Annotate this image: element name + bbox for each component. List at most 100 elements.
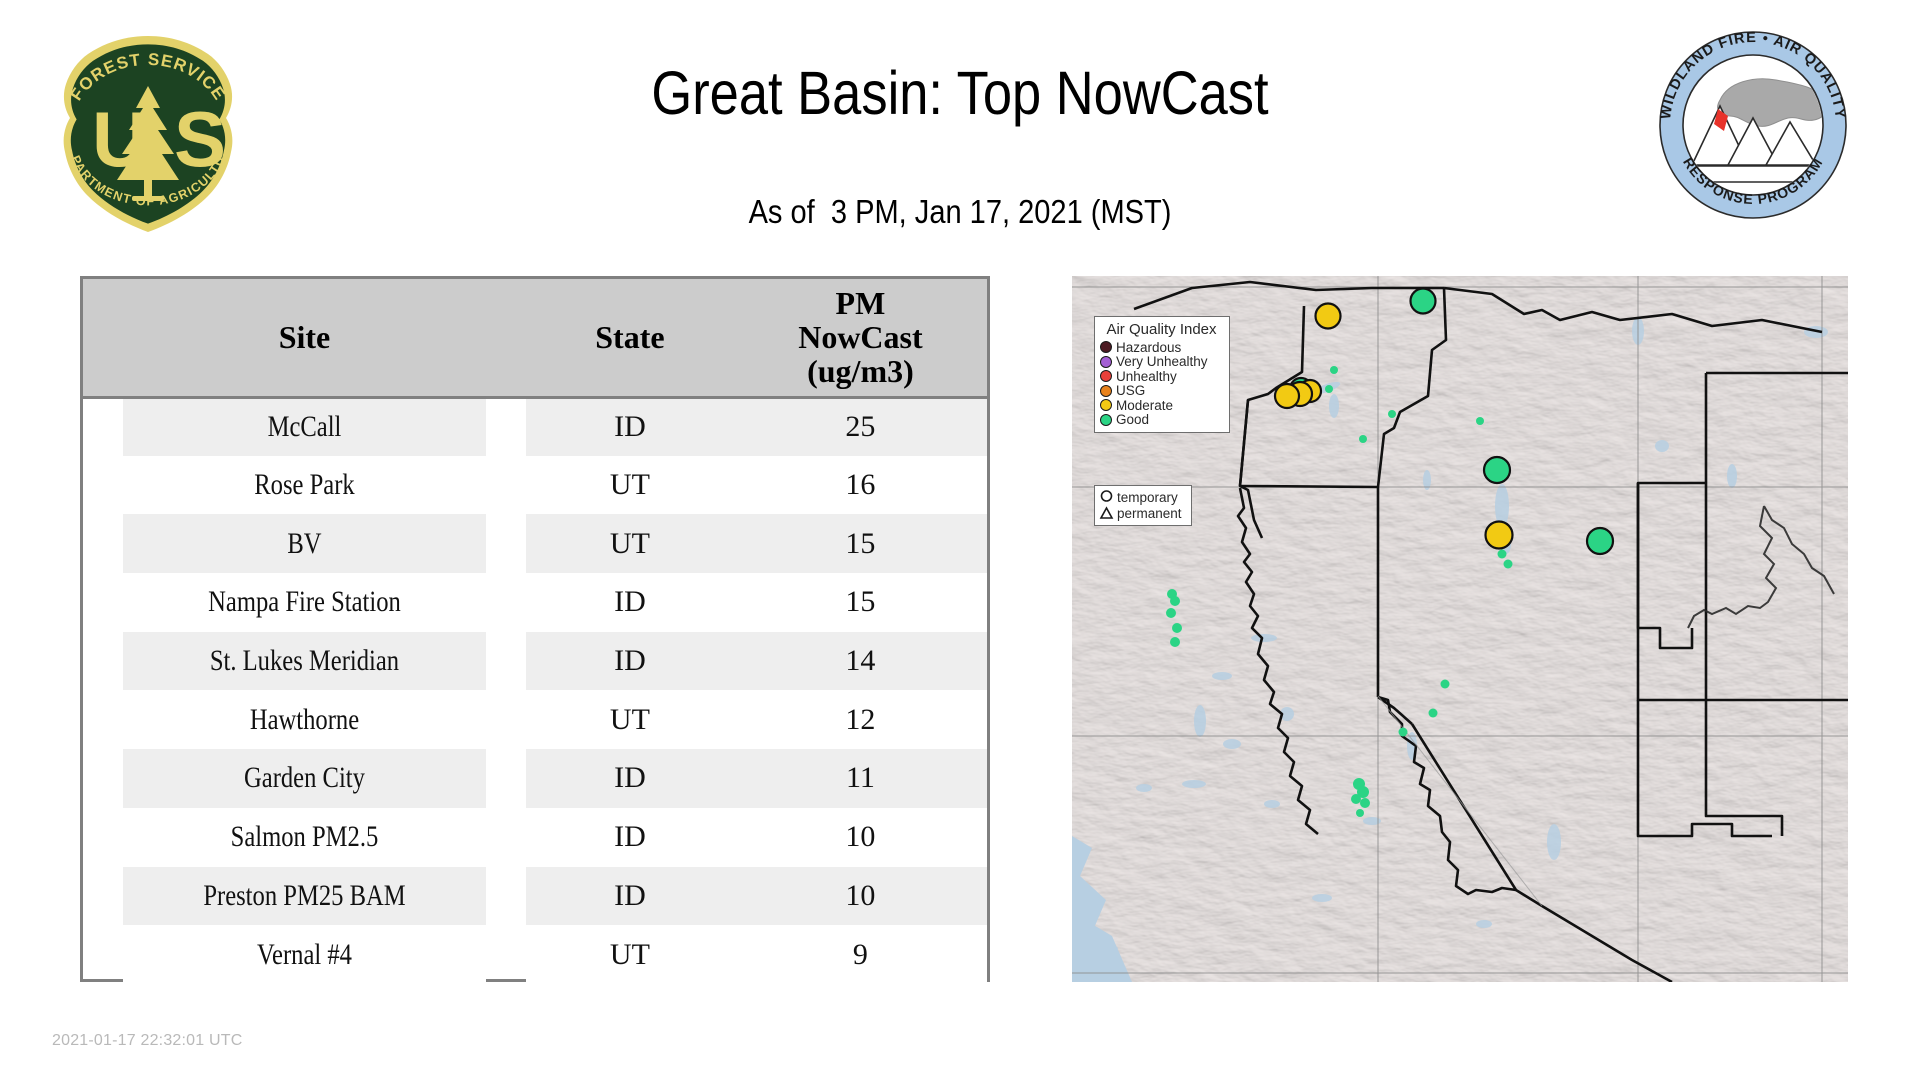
cell-state: UT xyxy=(525,455,734,515)
aqi-legend-row: USG xyxy=(1100,383,1223,399)
monitor-marker[interactable] xyxy=(1359,435,1367,443)
cell-state: ID xyxy=(525,631,734,691)
monitor-marker[interactable] xyxy=(1314,302,1342,330)
cell-site: Vernal #4 xyxy=(122,925,487,984)
aqi-swatch-icon xyxy=(1100,355,1112,368)
monitor-marker[interactable] xyxy=(1360,798,1370,808)
aqi-swatch-icon xyxy=(1100,370,1112,383)
page-title: Great Basin: Top NowCast xyxy=(651,59,1269,127)
monitor-marker[interactable] xyxy=(1166,608,1176,618)
table-row: Hawthorne UT 12 xyxy=(83,690,987,750)
monitor-marker[interactable] xyxy=(1357,786,1369,798)
cell-state: ID xyxy=(525,573,734,632)
cell-state: UT xyxy=(525,925,734,984)
monitor-marker[interactable] xyxy=(1484,520,1514,550)
aqi-legend-label: Good xyxy=(1116,412,1150,428)
monitor-marker[interactable] xyxy=(1497,549,1507,559)
wildland-fire-air-quality-response-program-logo: WILDLAND FIRE • AIR QUALITY RESPONSE PRO… xyxy=(1658,30,1848,220)
monitor-marker[interactable] xyxy=(1172,623,1182,633)
aqi-legend-title: Air Quality Index xyxy=(1106,321,1217,338)
triangle-outline-icon xyxy=(1099,505,1114,521)
aqi-swatch-icon xyxy=(1100,341,1112,354)
aqi-legend: Air Quality Index Hazardous Very Unhealth… xyxy=(1094,316,1230,433)
table-row: Nampa Fire Station ID 15 xyxy=(83,573,987,632)
aqi-legend-row: Unhealthy xyxy=(1100,369,1223,384)
cell-pm: 14 xyxy=(733,631,987,691)
monitor-marker[interactable] xyxy=(1409,287,1437,315)
nowcast-table: Site State PM NowCast (ug/m3) McCall ID 25… xyxy=(80,276,990,984)
usfs-letter-s: S xyxy=(174,95,226,183)
column-header-site-line1: Site xyxy=(278,319,331,356)
cell-pm: 10 xyxy=(733,807,987,867)
monitor-marker[interactable] xyxy=(1170,637,1180,647)
site-type-legend: temporary permanent xyxy=(1094,485,1192,526)
monitor-marker[interactable] xyxy=(1482,455,1512,485)
footer-timestamp: 2021-01-17 22:32:01 UTC xyxy=(52,1032,243,1049)
legend-row-permanent: permanent xyxy=(1099,505,1187,521)
column-header-state-line1: State xyxy=(595,319,665,356)
monitor-markers-layer[interactable] xyxy=(1166,287,1615,818)
aqi-legend-label: USG xyxy=(1116,383,1146,399)
fire-flag-icon xyxy=(1714,109,1728,131)
cell-site: Preston PM25 BAM xyxy=(122,866,487,926)
legend-row-temporary: temporary xyxy=(1099,489,1187,505)
cell-pm: 11 xyxy=(733,749,987,808)
cell-state: ID xyxy=(525,866,734,926)
monitor-marker[interactable] xyxy=(1330,366,1338,374)
cell-pm: 10 xyxy=(733,866,987,926)
aqi-legend-row: Moderate xyxy=(1100,398,1223,413)
cell-state: ID xyxy=(525,749,734,808)
column-header-pm-line3: (ug/m3) xyxy=(807,353,914,390)
table-row: Garden City ID 11 xyxy=(83,749,987,808)
cell-state: ID xyxy=(525,807,734,867)
monitor-marker[interactable] xyxy=(1351,794,1361,804)
monitor-marker[interactable] xyxy=(1428,708,1438,718)
monitor-marker[interactable] xyxy=(1585,526,1615,556)
aqi-legend-label: Hazardous xyxy=(1116,339,1182,355)
aqi-legend-row: Good xyxy=(1100,412,1223,428)
pine-tree-icon xyxy=(117,86,179,201)
cell-state: UT xyxy=(525,514,734,574)
table-row: Vernal #4 UT 9 xyxy=(83,925,987,984)
column-header-pm-line1: PM xyxy=(835,284,886,321)
aqi-legend-label: Very Unhealthy xyxy=(1116,354,1208,370)
monitor-marker[interactable] xyxy=(1503,559,1513,569)
monitor-marker[interactable] xyxy=(1388,410,1396,418)
table-row: Salmon PM2.5 ID 10 xyxy=(83,807,987,867)
lakes xyxy=(1136,317,1828,928)
monitor-marker[interactable] xyxy=(1273,382,1301,410)
table-row: McCall ID 25 xyxy=(83,397,987,456)
aqi-swatch-icon xyxy=(1100,413,1112,426)
cell-pm: 9 xyxy=(733,925,987,984)
page-subtitle: As of 3 PM, Jan 17, 2021 (MST) xyxy=(748,193,1172,230)
circle-outline-icon xyxy=(1099,489,1114,505)
cell-state: ID xyxy=(525,397,734,456)
aqi-legend-row: Hazardous xyxy=(1100,340,1223,355)
table-row: Preston PM25 BAM ID 10 xyxy=(83,866,987,926)
legend-label-permanent: permanent xyxy=(1117,505,1182,521)
cell-site: Hawthorne xyxy=(122,690,487,750)
cell-site: St. Lukes Meridian xyxy=(122,631,487,691)
monitor-marker[interactable] xyxy=(1356,809,1364,817)
cell-pm: 25 xyxy=(733,397,987,456)
cell-site: Nampa Fire Station xyxy=(122,573,487,632)
cell-state: UT xyxy=(525,690,734,750)
nevada-california-boundary xyxy=(1236,487,1319,835)
rivers xyxy=(1687,505,1835,629)
table-row: Rose Park UT 16 xyxy=(83,455,987,515)
cell-pm: 12 xyxy=(733,690,987,750)
state-boundaries xyxy=(1133,280,1848,982)
table-row: St. Lukes Meridian ID 14 xyxy=(83,631,987,691)
monitor-marker[interactable] xyxy=(1170,596,1180,606)
aqi-legend-row: Very Unhealthy xyxy=(1100,354,1223,370)
monitor-marker[interactable] xyxy=(1398,727,1408,737)
cell-site: BV xyxy=(122,514,487,574)
monitor-marker[interactable] xyxy=(1476,417,1484,425)
monitor-marker[interactable] xyxy=(1440,679,1450,689)
monitor-marker[interactable] xyxy=(1325,385,1333,393)
air-quality-monitor-map[interactable]: Air Quality Index Hazardous Very Unhealth… xyxy=(1072,276,1848,982)
map-basemap xyxy=(1072,276,1848,982)
usfs-shield-logo: FOREST SERVICE DEPARTMENT OF AGRICULTURE… xyxy=(43,17,248,238)
column-header-pm-nowcast: PM NowCast (ug/m3) xyxy=(733,279,987,399)
